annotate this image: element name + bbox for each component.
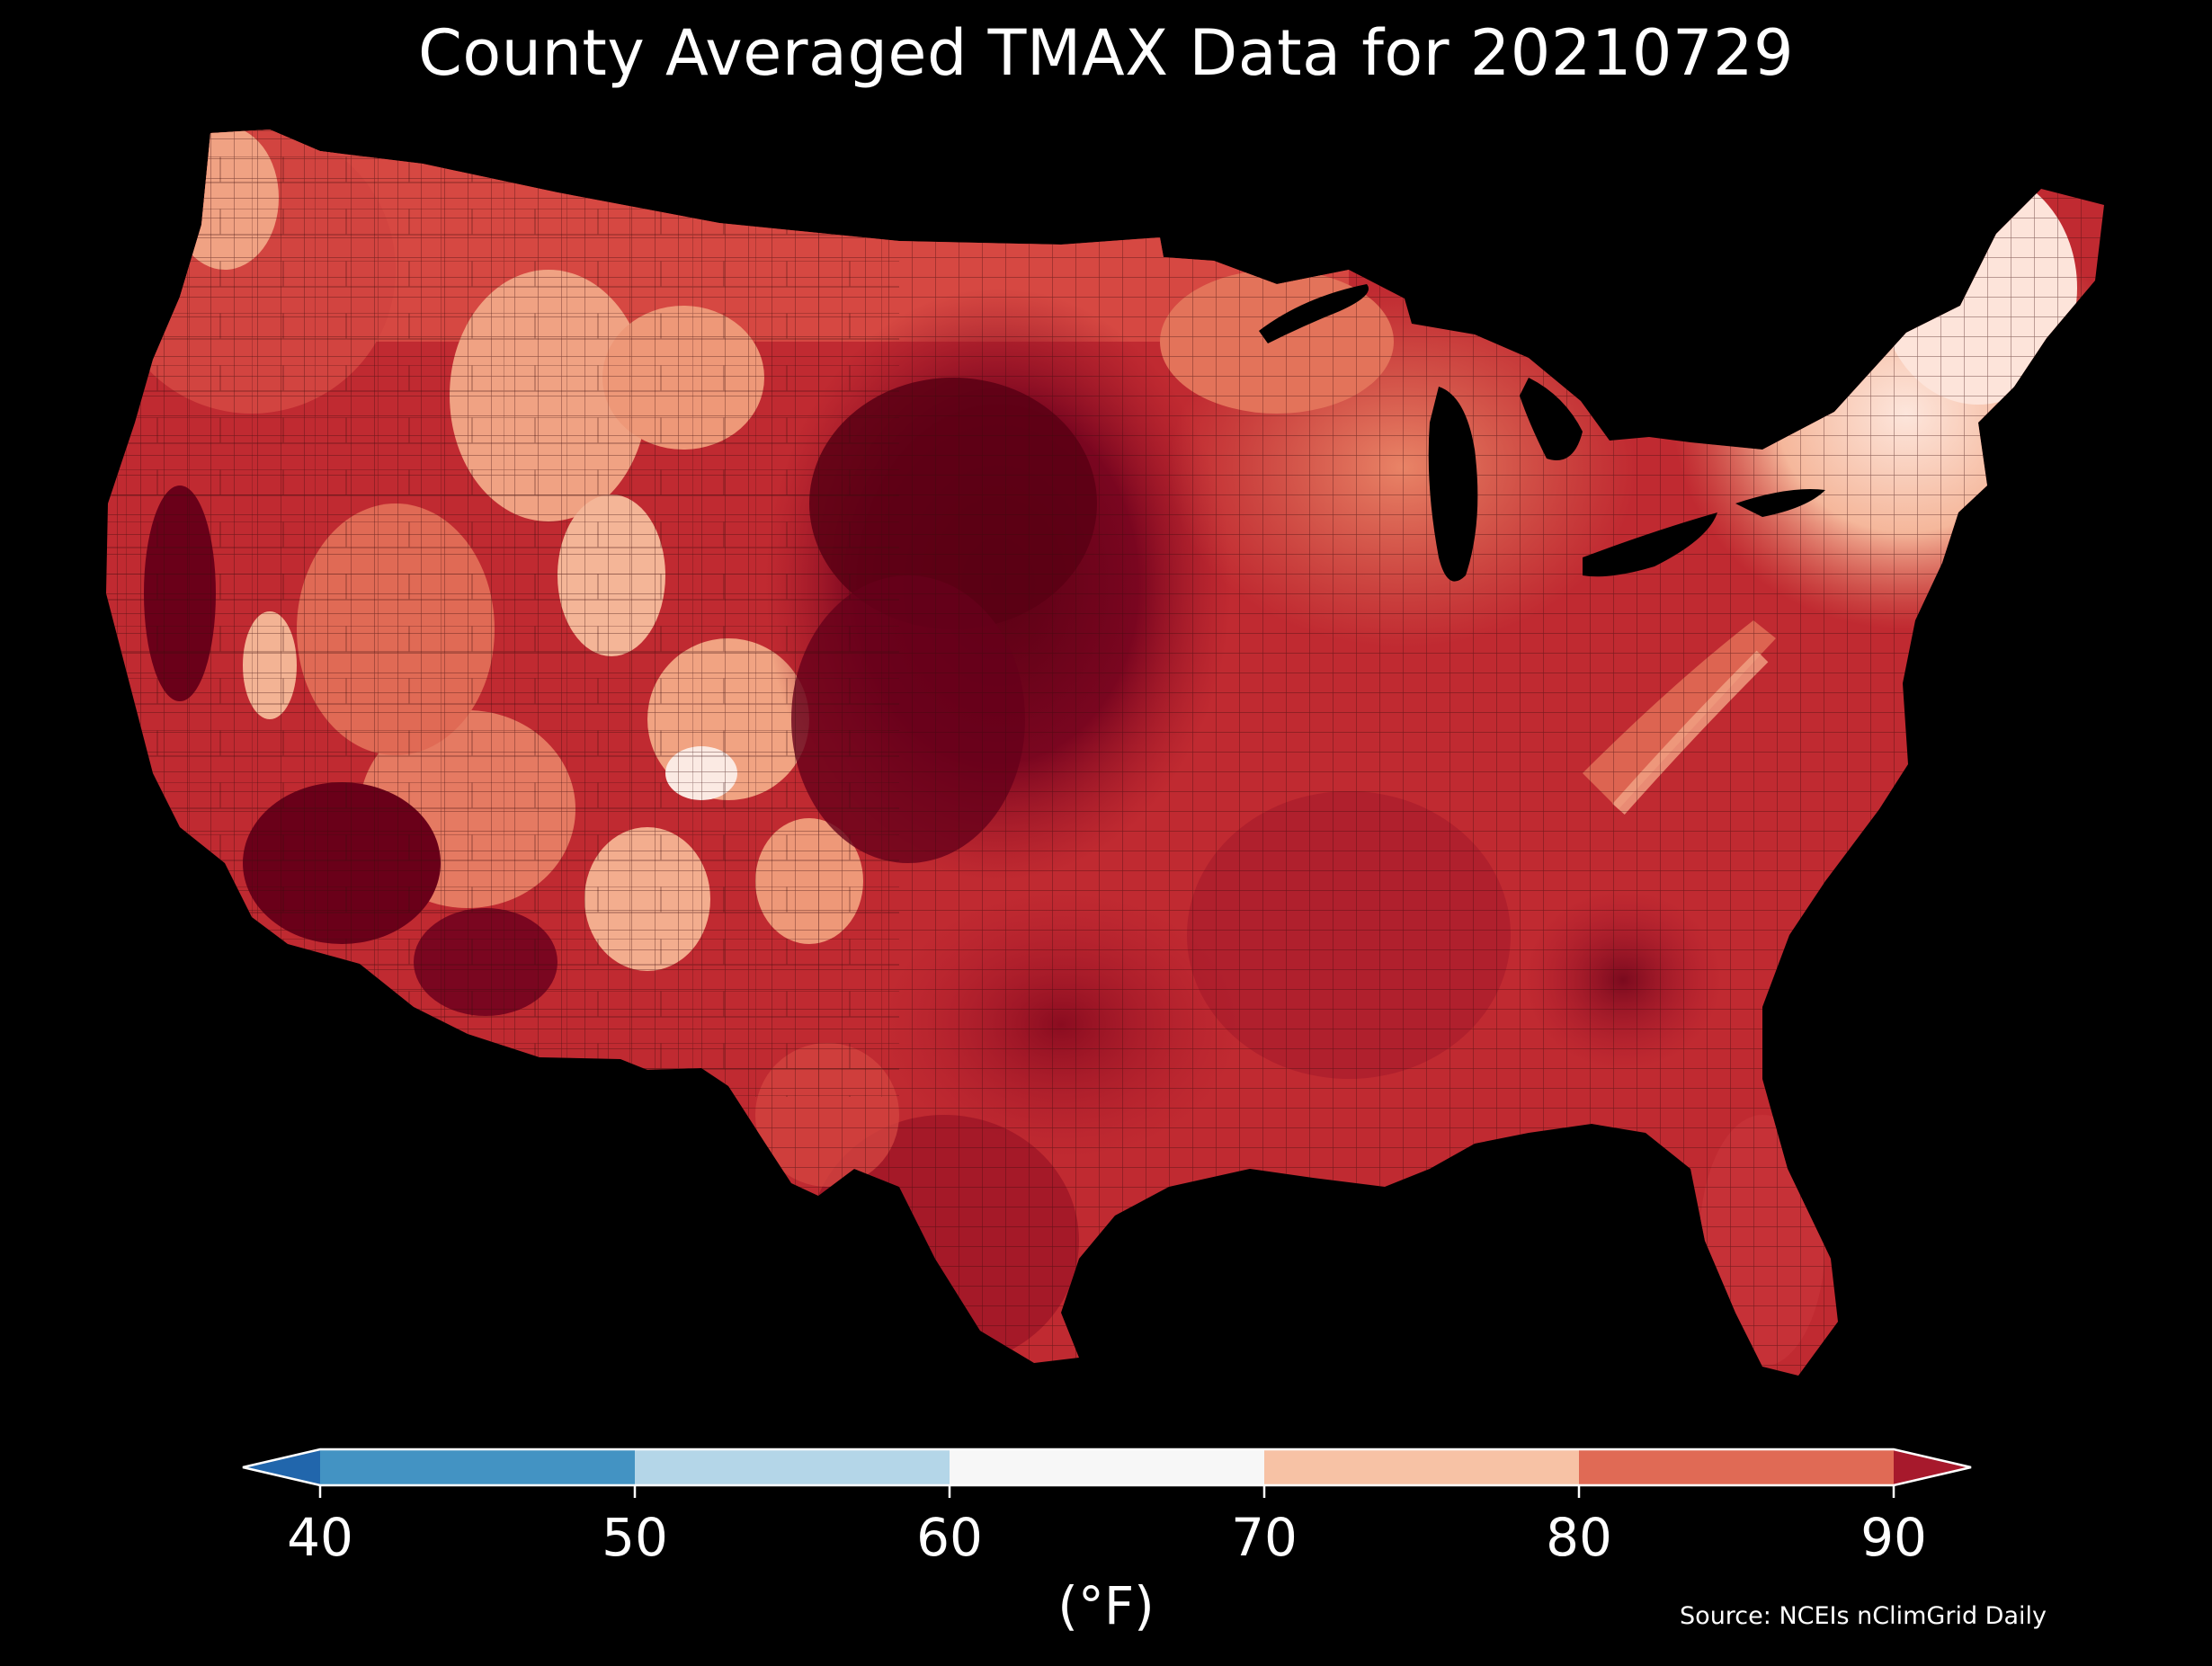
colorbar-bin-40-50 [320, 1449, 635, 1485]
colorbar-unit-label: (°F) [1057, 1575, 1155, 1636]
colorbar-under-triangle [243, 1449, 320, 1485]
tick-label-80: 80 [1546, 1507, 1612, 1568]
chart-title: County Averaged TMAX Data for 20210729 [417, 16, 1795, 90]
colorbar-bin-70-80 [1264, 1449, 1579, 1485]
colorbar [242, 1448, 1972, 1498]
map-fill [106, 129, 2104, 1376]
tick-label-70: 70 [1231, 1507, 1298, 1568]
colorbar-bin-60-70 [950, 1449, 1264, 1485]
colorbar-bin-50-60 [635, 1449, 950, 1485]
source-credit: Source: NCEIs nClimGrid Daily [1680, 1602, 2047, 1630]
great-lakes [1259, 284, 1825, 582]
colorbar-bin-80-90 [1579, 1449, 1894, 1485]
tick-label-60: 60 [916, 1507, 983, 1568]
tick-label-90: 90 [1860, 1507, 1927, 1568]
tick-label-50: 50 [602, 1507, 668, 1568]
tick-label-40: 40 [287, 1507, 353, 1568]
colorbar-over-triangle [1894, 1449, 1971, 1485]
